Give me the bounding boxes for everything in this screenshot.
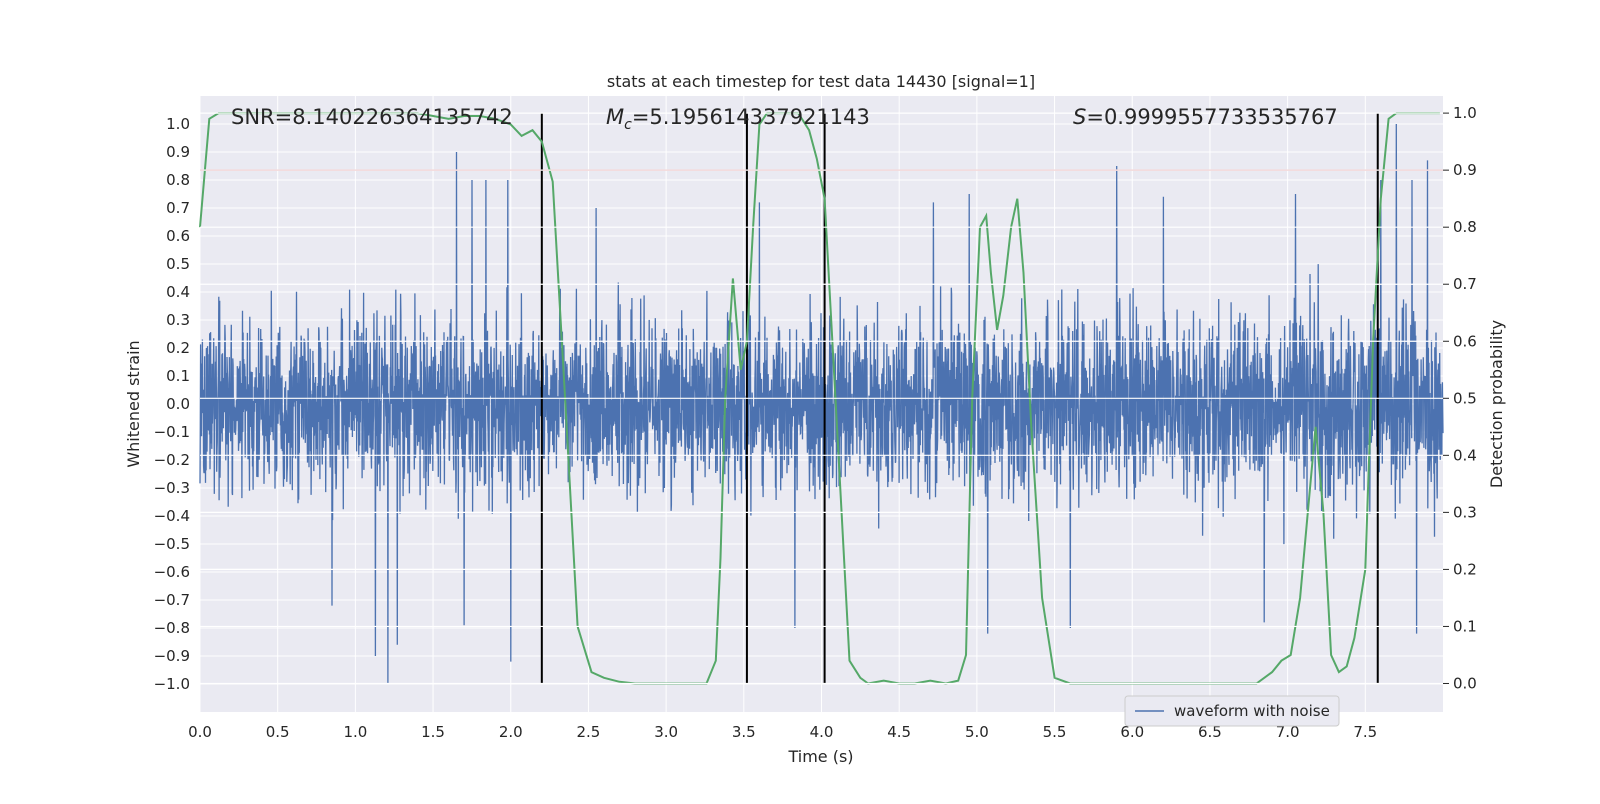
x-tick-label: 0.5 [266, 723, 290, 741]
x-tick-label: 1.0 [343, 723, 367, 741]
legend: waveform with noise [1124, 695, 1340, 727]
chirp-mass-subscript: c [624, 117, 632, 133]
snr-annotation: SNR=8.140226364135742 [231, 105, 513, 129]
chirp-mass-value: =5.195614337921143 [632, 105, 870, 129]
y-tick-label: −0.1 [154, 423, 190, 441]
x-tick-label: 3.0 [654, 723, 678, 741]
y2-tick-label: 1.0 [1453, 104, 1477, 122]
x-tick-label: 7.0 [1276, 723, 1300, 741]
y2-tick-label: 0.5 [1453, 389, 1477, 407]
y2-axis-label: Detection probability [1487, 320, 1506, 488]
chart-title: stats at each timestep for test data 144… [607, 72, 1035, 91]
y2-tick-label: 0.6 [1453, 332, 1477, 350]
y-tick-label: 0.9 [166, 143, 190, 161]
y2-gridlines [200, 112, 1443, 685]
y-tick-label: −1.0 [154, 675, 190, 693]
x-tick-label: 3.5 [732, 723, 756, 741]
waveform-series [199, 123, 1444, 685]
y-tick-label: −0.2 [154, 451, 190, 469]
y-axis-label: Whitened strain [124, 340, 143, 467]
y-tick-label: 1.0 [166, 115, 190, 133]
y2-tick-label: 0.2 [1453, 560, 1477, 578]
y2-tick-label: 0.0 [1453, 674, 1477, 692]
y-tick-label: −0.8 [154, 619, 190, 637]
y2-tick-label: 0.9 [1453, 161, 1477, 179]
y2-tick-label: 0.1 [1453, 617, 1477, 635]
legend-box [1124, 695, 1340, 727]
x-tick-label: 2.0 [499, 723, 523, 741]
x-tick-labels: 0.0 0.5 1.0 1.5 2.0 2.5 3.0 3.5 4.0 4.5 5.0 5.5 6.0 6… [188, 723, 1377, 741]
y-tick-label: −0.4 [154, 507, 190, 525]
y2-tick-label: 0.4 [1453, 446, 1477, 464]
y-tick-label: 0.4 [166, 283, 190, 301]
x-tick-label: 5.5 [1043, 723, 1067, 741]
y-tick-label: −0.5 [154, 535, 190, 553]
y-tick-label: −0.9 [154, 647, 190, 665]
y-tick-label: 0.3 [166, 311, 190, 329]
x-tick-label: 1.5 [421, 723, 445, 741]
x-tick-label: 4.0 [810, 723, 834, 741]
y-tick-label: −0.6 [154, 563, 190, 581]
x-tick-label: 6.5 [1198, 723, 1222, 741]
y-tick-label: −0.3 [154, 479, 190, 497]
score-annotation: S=0.9999557733535767 [1073, 105, 1338, 129]
y-tick-label: −0.7 [154, 591, 190, 609]
y-tick-label: 0.0 [166, 395, 190, 413]
x-axis-label: Time (s) [787, 747, 853, 766]
y-tick-label: 0.8 [166, 171, 190, 189]
y-tick-label: 0.1 [166, 367, 190, 385]
legend-label: waveform with noise [1174, 702, 1330, 720]
y2-tick-labels: 1.0 0.9 0.8 0.7 0.6 0.5 0.4 0.3 0.2 0.1 0.0 [1443, 104, 1477, 692]
y-tick-label: 0.5 [166, 255, 190, 273]
chirp-mass-annotation: Mc=5.195614337921143 [606, 105, 870, 133]
x-tick-label: 7.5 [1353, 723, 1377, 741]
chirp-mass-symbol: M [606, 105, 624, 129]
waveform-line [199, 123, 1444, 685]
y-tick-label: 0.6 [166, 227, 190, 245]
score-value: =0.9999557733535767 [1086, 105, 1337, 129]
y-tick-label: 0.7 [166, 199, 190, 217]
y2-tick-label: 0.8 [1453, 218, 1477, 236]
y-tick-label: 0.2 [166, 339, 190, 357]
y-tick-labels: 1.0 0.9 0.8 0.7 0.6 0.5 0.4 0.3 0.2 0.1 0.0 −0.1 −0.… [154, 115, 190, 693]
x-tick-label: 6.0 [1120, 723, 1144, 741]
score-symbol: S [1073, 105, 1086, 129]
y2-tick-label: 0.7 [1453, 275, 1477, 293]
x-tick-label: 2.5 [577, 723, 601, 741]
x-tick-label: 0.0 [188, 723, 212, 741]
y2-tick-label: 0.3 [1453, 503, 1477, 521]
x-tick-label: 4.5 [887, 723, 911, 741]
x-tick-label: 5.0 [965, 723, 989, 741]
